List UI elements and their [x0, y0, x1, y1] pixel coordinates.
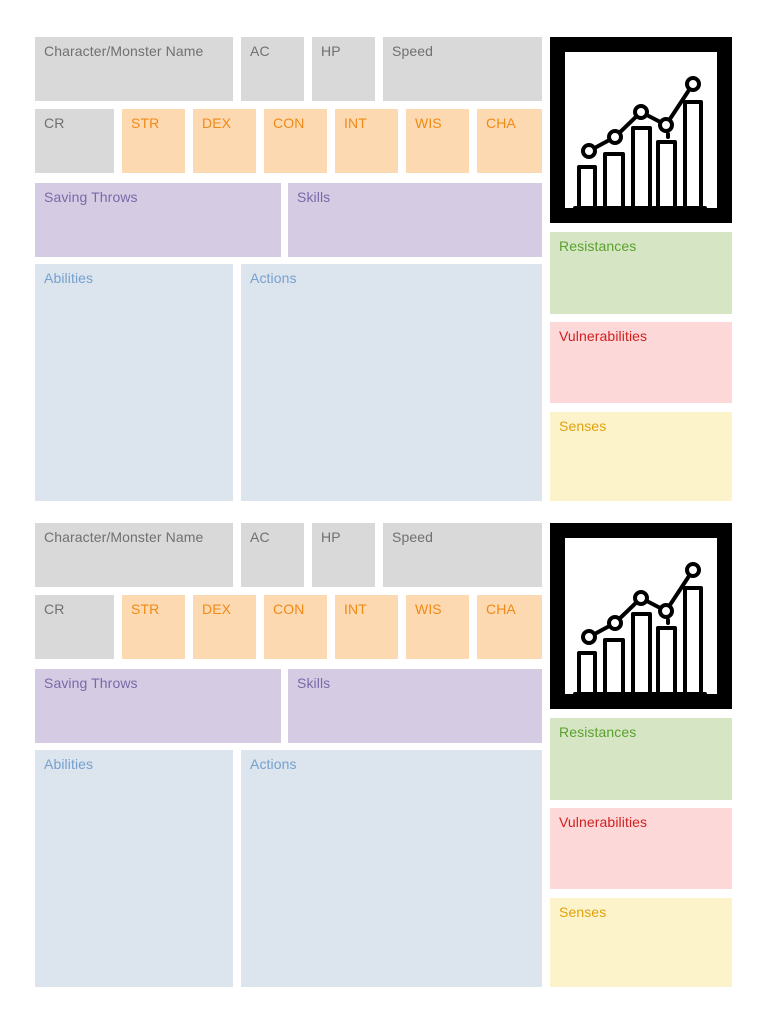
- name-field[interactable]: Character/Monster Name: [35, 37, 233, 101]
- int-label: INT: [344, 601, 367, 617]
- portrait-area: [565, 538, 717, 694]
- wis-label: WIS: [415, 601, 442, 617]
- skills-field[interactable]: Skills: [288, 669, 542, 743]
- dex-label: DEX: [202, 601, 232, 617]
- cr-field[interactable]: CR: [35, 595, 114, 659]
- saving-throws-label: Saving Throws: [44, 675, 138, 691]
- str-field[interactable]: STR: [122, 595, 185, 659]
- speed-label: Speed: [392, 529, 433, 545]
- vulnerabilities-field[interactable]: Vulnerabilities: [550, 322, 732, 403]
- speed-label: Speed: [392, 43, 433, 59]
- skills-field[interactable]: Skills: [288, 183, 542, 257]
- skills-label: Skills: [297, 675, 331, 691]
- resistances-field[interactable]: Resistances: [550, 718, 732, 800]
- ac-label: AC: [250, 43, 270, 59]
- str-label: STR: [131, 601, 160, 617]
- cha-field[interactable]: CHA: [477, 595, 542, 659]
- str-field[interactable]: STR: [122, 109, 185, 173]
- bar-chart-growth-icon: [573, 76, 707, 208]
- actions-label: Actions: [250, 270, 297, 286]
- cr-label: CR: [44, 115, 65, 131]
- bar-chart-growth-icon: [573, 562, 707, 694]
- actions-label: Actions: [250, 756, 297, 772]
- cr-field[interactable]: CR: [35, 109, 114, 173]
- abilities-label: Abilities: [44, 756, 94, 772]
- dex-label: DEX: [202, 115, 232, 131]
- cha-label: CHA: [486, 115, 516, 131]
- saving-throws-label: Saving Throws: [44, 189, 138, 205]
- ac-label: AC: [250, 529, 270, 545]
- con-field[interactable]: CON: [264, 595, 327, 659]
- hp-field[interactable]: HP: [312, 37, 375, 101]
- portrait-area: [565, 52, 717, 208]
- dex-field[interactable]: DEX: [193, 109, 256, 173]
- con-label: CON: [273, 115, 305, 131]
- con-label: CON: [273, 601, 305, 617]
- saving-throws-field[interactable]: Saving Throws: [35, 183, 281, 257]
- name-label: Character/Monster Name: [44, 43, 204, 59]
- name-label: Character/Monster Name: [44, 529, 204, 545]
- resistances-label: Resistances: [559, 724, 637, 740]
- int-field[interactable]: INT: [335, 595, 398, 659]
- saving-throws-field[interactable]: Saving Throws: [35, 669, 281, 743]
- portrait-frame: [550, 37, 732, 223]
- actions-field[interactable]: Actions: [241, 750, 542, 987]
- portrait-frame: [550, 523, 732, 709]
- cha-label: CHA: [486, 601, 516, 617]
- stat-block-sheet-2: Character/Monster Name AC HP Speed CR ST…: [0, 523, 768, 993]
- hp-label: HP: [321, 43, 341, 59]
- cha-field[interactable]: CHA: [477, 109, 542, 173]
- con-field[interactable]: CON: [264, 109, 327, 173]
- skills-label: Skills: [297, 189, 331, 205]
- vulnerabilities-label: Vulnerabilities: [559, 328, 648, 344]
- abilities-label: Abilities: [44, 270, 94, 286]
- name-field[interactable]: Character/Monster Name: [35, 523, 233, 587]
- vulnerabilities-label: Vulnerabilities: [559, 814, 648, 830]
- str-label: STR: [131, 115, 160, 131]
- stat-block-sheet-1: Character/Monster Name AC HP Speed CR ST…: [0, 37, 768, 507]
- speed-field[interactable]: Speed: [383, 37, 542, 101]
- ac-field[interactable]: AC: [241, 37, 304, 101]
- int-field[interactable]: INT: [335, 109, 398, 173]
- ac-field[interactable]: AC: [241, 523, 304, 587]
- speed-field[interactable]: Speed: [383, 523, 542, 587]
- cr-label: CR: [44, 601, 65, 617]
- senses-field[interactable]: Senses: [550, 898, 732, 987]
- actions-field[interactable]: Actions: [241, 264, 542, 501]
- hp-field[interactable]: HP: [312, 523, 375, 587]
- wis-label: WIS: [415, 115, 442, 131]
- resistances-field[interactable]: Resistances: [550, 232, 732, 314]
- resistances-label: Resistances: [559, 238, 637, 254]
- int-label: INT: [344, 115, 367, 131]
- senses-label: Senses: [559, 904, 607, 920]
- wis-field[interactable]: WIS: [406, 109, 469, 173]
- wis-field[interactable]: WIS: [406, 595, 469, 659]
- dex-field[interactable]: DEX: [193, 595, 256, 659]
- hp-label: HP: [321, 529, 341, 545]
- abilities-field[interactable]: Abilities: [35, 264, 233, 501]
- senses-label: Senses: [559, 418, 607, 434]
- senses-field[interactable]: Senses: [550, 412, 732, 501]
- vulnerabilities-field[interactable]: Vulnerabilities: [550, 808, 732, 889]
- abilities-field[interactable]: Abilities: [35, 750, 233, 987]
